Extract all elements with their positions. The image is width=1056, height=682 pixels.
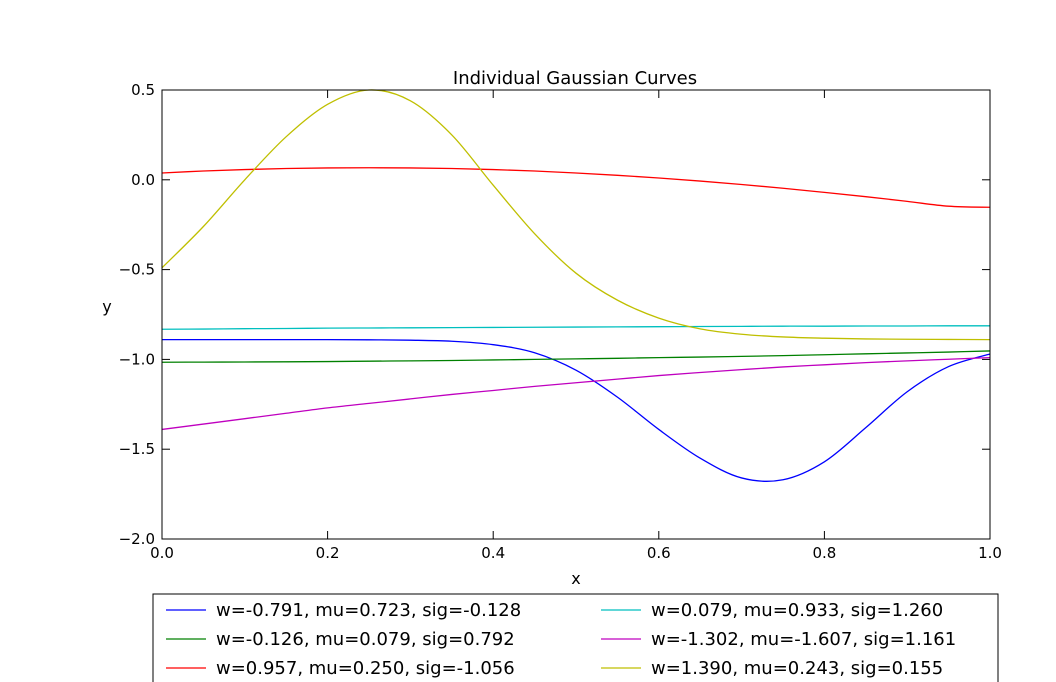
x-tick-label: 0.0	[150, 544, 174, 562]
y-tick-label: −0.5	[119, 261, 155, 279]
x-axis: 0.0 0.2 0.4 0.6 0.8 1.0	[150, 90, 1002, 562]
legend: w=-0.791, mu=0.723, sig=-0.128 w=-0.126, …	[152, 593, 999, 682]
series-line-5	[161, 356, 991, 431]
series-layer	[161, 89, 991, 482]
series-line-4	[161, 325, 991, 330]
x-tick-label: 0.4	[481, 544, 505, 562]
y-tick-label: −2.0	[119, 530, 155, 548]
legend-label: w=-1.302, mu=-1.607, sig=1.161	[651, 629, 956, 650]
legend-box	[152, 593, 999, 682]
x-axis-label: x	[571, 569, 580, 588]
y-axis-label: y	[102, 297, 111, 316]
x-tick-label: 1.0	[978, 544, 1002, 562]
y-tick-label: −1.5	[119, 440, 155, 458]
legend-label: w=1.390, mu=0.243, sig=0.155	[651, 658, 943, 679]
legend-label: w=0.079, mu=0.933, sig=1.260	[651, 600, 943, 621]
legend-label: w=-0.791, mu=0.723, sig=-0.128	[216, 600, 521, 621]
series-line-3	[161, 167, 991, 208]
series-line-2	[161, 350, 991, 363]
y-tick-label: 0.0	[131, 171, 155, 189]
legend-label: w=0.957, mu=0.250, sig=-1.056	[216, 658, 515, 679]
x-tick-label: 0.8	[812, 544, 836, 562]
y-axis: −2.0 −1.5 −1.0 −0.5 0.0 0.5	[119, 81, 990, 548]
series-line-1	[162, 338, 991, 482]
series-line-6	[161, 89, 991, 341]
x-tick-label: 0.6	[647, 544, 671, 562]
y-tick-label: 0.5	[131, 81, 155, 99]
legend-label: w=-0.126, mu=0.079, sig=0.792	[216, 629, 515, 650]
y-tick-label: −1.0	[119, 350, 155, 368]
plot-frame	[161, 89, 991, 540]
x-tick-label: 0.2	[316, 544, 340, 562]
chart-title: Individual Gaussian Curves	[453, 68, 697, 89]
